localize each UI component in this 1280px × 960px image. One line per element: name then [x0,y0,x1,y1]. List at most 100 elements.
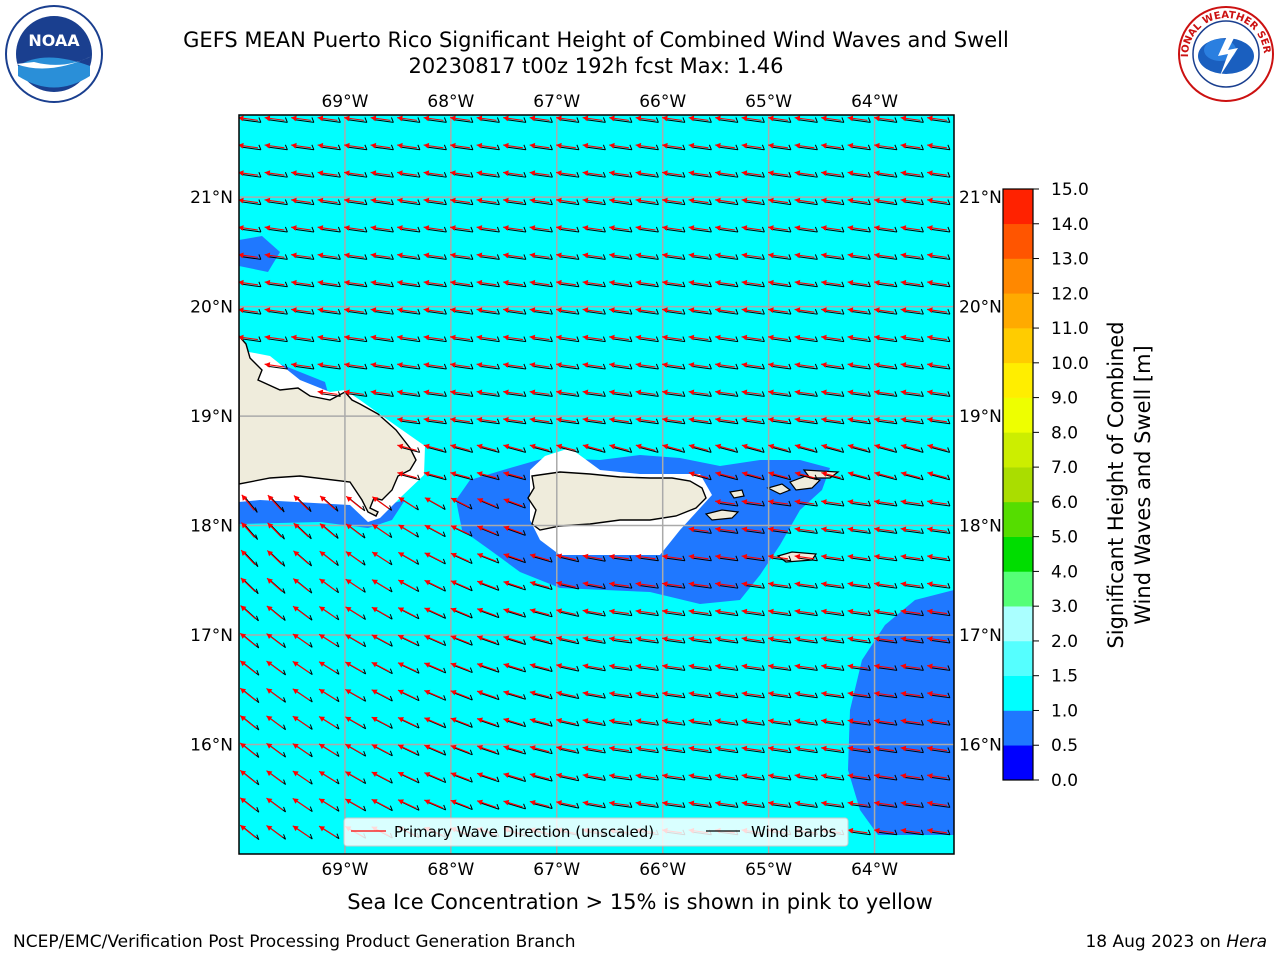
wave-direction-arrowhead [927,553,933,560]
wind-barb [559,119,579,123]
wave-direction-arrowhead [715,608,721,615]
wind-barb [744,667,765,671]
wind-barb-flag [311,172,315,178]
wave-direction-arrowhead [423,279,430,286]
wind-barb-flag [788,309,792,315]
wind-barb-flag [258,117,262,123]
wave-direction-arrowhead [240,577,247,584]
wave-direction-arrowhead [317,197,324,204]
wave-direction-arrowhead [741,362,748,368]
wind-barb [612,338,632,343]
wave-direction-arrowhead [319,661,326,667]
wind-barb [559,365,579,370]
wind-barb-flag [682,692,686,698]
wind-barb [665,173,685,178]
wave-direction-arrowhead [794,745,801,752]
wind-barb [400,393,420,397]
wind-barb [373,146,394,151]
wind-barb [638,201,659,206]
wind-barb [903,667,924,671]
wind-barb-flag [336,723,340,730]
wind-barb-flag [920,500,924,507]
wind-barb [400,256,420,260]
wind-barb [850,446,871,453]
wind-barb [532,173,553,178]
lat-label-right-0: 16°N [959,736,1002,756]
wind-barb-flag [469,531,473,537]
wave-direction-arrowhead [768,800,774,807]
wind-barb [400,173,420,178]
wind-barb-flag [894,199,898,205]
wind-barb [506,665,526,673]
wind-barb-flag [735,172,739,178]
wave-direction-arrowhead [821,608,827,615]
wind-barb [850,584,871,589]
wave-direction-arrowhead [556,745,562,752]
wind-barb [744,420,765,425]
wave-direction-arrowhead [450,744,457,751]
wind-barb [612,749,632,754]
wave-direction-arrowhead [398,607,405,613]
wind-barb-flag [894,226,898,233]
colorbar-segment-11 [1003,362,1033,398]
colorbar-segment-4 [1003,606,1033,642]
wave-direction-arrowhead [529,334,536,341]
wave-direction-arrowhead [874,608,880,615]
noaa-logo-text: NOAA [28,31,80,50]
wind-barb [718,502,738,507]
wave-direction-arrowhead [847,773,854,779]
wave-direction-arrowhead [503,279,509,286]
wave-direction-arrowhead [768,170,774,176]
wind-barb-flag [602,172,606,178]
wind-barb-flag [814,528,818,534]
wind-barb [532,556,553,563]
wave-direction-arrowhead [476,170,483,176]
wave-direction-arrowhead [264,334,271,341]
wind-barb-flag [761,665,765,671]
wind-barb-flag [655,610,659,616]
wind-barb [638,776,659,781]
wind-barb-flag [629,418,633,424]
wind-barb-flag [708,583,712,589]
wind-barb-flag [708,802,712,808]
wave-direction-arrowhead [874,526,880,533]
wave-direction-arrowhead [319,743,326,750]
wave-direction-arrowhead [293,550,300,557]
wave-direction-arrowhead [370,389,377,396]
wind-barb [585,666,606,672]
wind-barb [243,579,259,595]
wave-direction-arrowhead [741,526,748,533]
wind-barb [241,173,261,178]
wind-barb [612,228,632,233]
wave-direction-arrowhead [344,389,350,396]
wind-barb [427,719,446,729]
wind-barb [559,310,579,315]
wind-barb-flag [894,418,898,424]
wind-barb [771,749,791,754]
wind-barb [665,228,685,233]
wave-direction-arrowhead [688,416,695,423]
wave-direction-arrowhead [529,553,536,559]
wind-barb [691,228,712,233]
colorbar-tick-label-16: 14.0 [1051,215,1089,235]
wave-direction-arrowhead [741,416,748,423]
lon-label-top-4: 65°W [745,92,792,112]
wave-direction-arrowhead [715,362,721,368]
wave-direction-arrowhead [741,443,748,450]
wave-direction-arrowhead [688,718,695,724]
wave-direction-arrowhead [609,307,615,313]
wave-direction-arrowhead [821,773,827,779]
wind-barb-flag [788,336,792,342]
wind-barb-flag [629,802,633,808]
lon-label-top-2: 67°W [533,92,580,112]
wave-direction-arrowhead [477,635,483,641]
wind-barb-flag [761,226,765,233]
wave-direction-arrowhead [768,443,775,450]
wind-barb [506,283,526,288]
wind-barb-flag [629,665,633,671]
wind-barb-flag [417,447,421,453]
wave-direction-arrowhead [397,389,403,396]
colorbar-frame [1002,188,1034,781]
wind-barb-flag [443,117,447,123]
wave-direction-arrowhead [344,307,350,313]
